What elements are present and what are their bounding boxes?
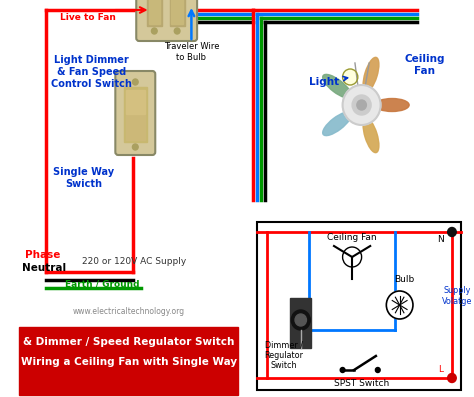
Text: Traveler Wire
to Bulb: Traveler Wire to Bulb: [164, 42, 219, 62]
Bar: [124, 87, 147, 142]
Circle shape: [340, 368, 345, 372]
Circle shape: [375, 368, 380, 372]
Text: Phase: Phase: [25, 250, 60, 260]
Circle shape: [291, 310, 310, 330]
Circle shape: [343, 85, 381, 125]
Bar: [170, 0, 185, 26]
Circle shape: [352, 95, 371, 115]
Text: 220 or 120V AC Supply: 220 or 120V AC Supply: [82, 258, 186, 266]
Bar: [172, 0, 183, 24]
Circle shape: [343, 247, 362, 267]
Circle shape: [386, 291, 413, 319]
Text: L: L: [438, 366, 443, 374]
Circle shape: [447, 227, 456, 237]
Bar: [257, 222, 462, 390]
Text: N: N: [437, 235, 444, 245]
Ellipse shape: [323, 112, 351, 136]
Circle shape: [343, 69, 358, 85]
Text: Supply
Volatge: Supply Volatge: [441, 286, 472, 306]
Text: Dimmer /
Regulator
Switch: Dimmer / Regulator Switch: [264, 340, 303, 370]
Text: Live to Fan: Live to Fan: [60, 13, 116, 23]
Text: Neutral: Neutral: [22, 263, 66, 273]
Text: Ceiling
Fan: Ceiling Fan: [404, 54, 445, 76]
Bar: [290, 298, 311, 348]
Text: Light Dimmer
& Fan Speed
Control Switch: Light Dimmer & Fan Speed Control Switch: [51, 56, 132, 89]
Circle shape: [295, 314, 307, 326]
Text: Light: Light: [310, 77, 347, 87]
Circle shape: [174, 28, 180, 34]
Bar: [126, 115, 145, 140]
Bar: [149, 0, 160, 24]
Text: Wiring a Ceiling Fan with Single Way: Wiring a Ceiling Fan with Single Way: [20, 357, 237, 367]
Bar: [19, 327, 238, 395]
Circle shape: [447, 374, 456, 382]
Bar: [126, 90, 145, 114]
Ellipse shape: [323, 74, 351, 98]
Text: Single Way
Swicth: Single Way Swicth: [54, 167, 115, 189]
Ellipse shape: [363, 118, 379, 153]
Bar: [147, 0, 162, 26]
Ellipse shape: [363, 57, 379, 92]
Text: & Dimmer / Speed Regulator Switch: & Dimmer / Speed Regulator Switch: [23, 337, 234, 347]
Text: Bulb: Bulb: [394, 274, 415, 283]
Ellipse shape: [375, 98, 409, 112]
Text: www.electricaltechnology.org: www.electricaltechnology.org: [73, 308, 185, 316]
Circle shape: [357, 100, 366, 110]
Circle shape: [152, 28, 157, 34]
Text: Ceiling Fan: Ceiling Fan: [327, 233, 377, 241]
FancyBboxPatch shape: [136, 0, 197, 41]
FancyBboxPatch shape: [115, 71, 155, 155]
Bar: [257, 222, 462, 390]
Circle shape: [132, 79, 138, 85]
Text: SPST Switch: SPST Switch: [334, 378, 389, 387]
Circle shape: [132, 144, 138, 150]
Text: Earth / Ground: Earth / Ground: [65, 279, 139, 289]
